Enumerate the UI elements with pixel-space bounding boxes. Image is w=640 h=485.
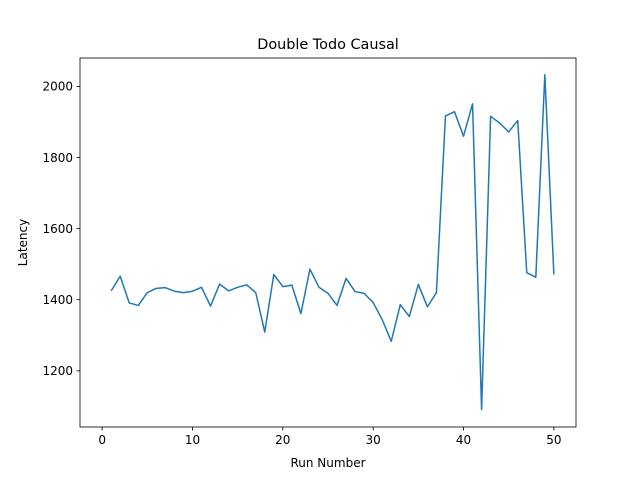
x-axis-ticks: 0 10 20 30 40 50 [98,427,562,447]
x-axis-label: Run Number [290,456,365,470]
y-tick-label: 2000 [42,80,73,94]
x-tick-label: 20 [275,433,290,447]
y-tick-label: 1800 [42,151,73,165]
series-line-0 [110,73,555,411]
axes-frame [79,57,577,428]
y-tick-label: 1200 [42,364,73,378]
x-tick-label: 10 [185,433,200,447]
x-tick-label: 40 [456,433,471,447]
y-axis-label: Latency [16,219,30,266]
x-tick-label: 50 [546,433,561,447]
y-tick-label: 1600 [42,222,73,236]
x-tick-label: 30 [366,433,381,447]
x-tick-label: 0 [98,433,106,447]
chart-title: Double Todo Causal [257,37,399,53]
plot-area [79,57,577,428]
y-axis-ticks: 1200 1400 1600 1800 2000 [42,80,80,378]
y-tick-label: 1400 [42,293,73,307]
